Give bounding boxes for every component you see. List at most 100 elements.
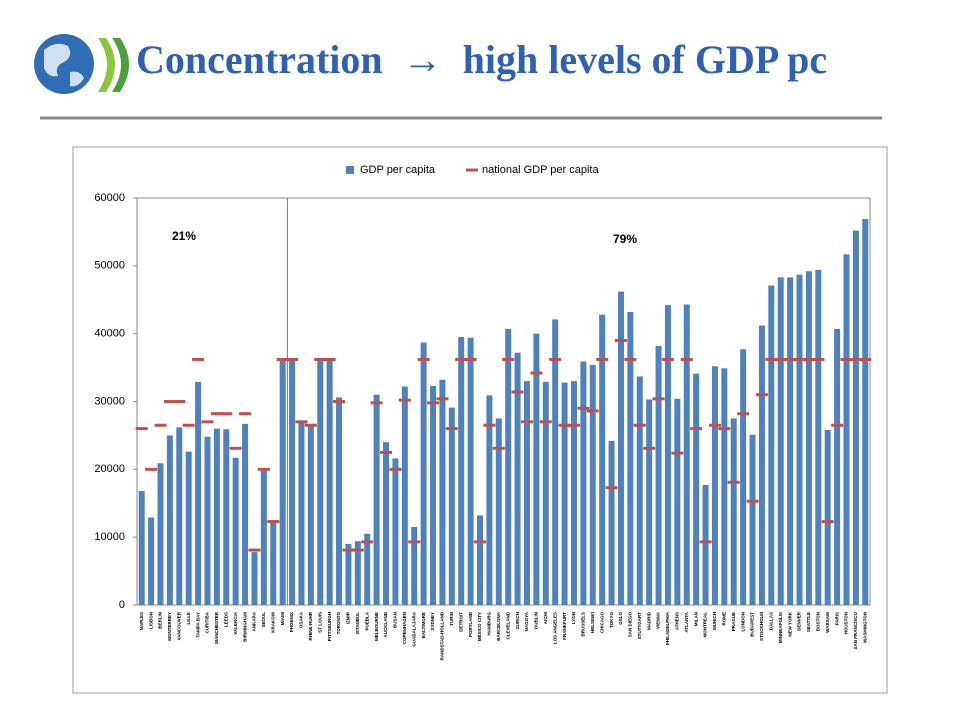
- bar: [439, 379, 446, 605]
- bar: [533, 333, 540, 605]
- bar: [599, 314, 606, 605]
- bar: [711, 366, 718, 605]
- x-tick-label: LYON: [571, 612, 576, 624]
- bar: [364, 533, 371, 605]
- x-tick-label: STOCKHOLM: [759, 612, 764, 641]
- x-tick-label: SAN FRANCISCO: [853, 612, 858, 650]
- x-tick-label: BIRMINGHAM: [242, 612, 247, 642]
- x-tick-label: ZURICH: [515, 612, 520, 629]
- x-tick-label: TURIN: [449, 612, 454, 626]
- x-tick-label: DALLAS: [769, 612, 774, 630]
- logo: [34, 34, 129, 94]
- annotation: 21%: [172, 229, 196, 243]
- x-tick-label: SEATTLE: [806, 612, 811, 632]
- bar: [176, 427, 183, 605]
- bar: [260, 468, 267, 605]
- bar: [157, 463, 164, 605]
- x-tick-label: BUSAN: [393, 612, 398, 628]
- bar: [317, 358, 324, 605]
- bar: [552, 319, 559, 605]
- bar: [298, 421, 305, 605]
- x-tick-label: LILLE: [186, 612, 191, 625]
- bar: [674, 398, 681, 605]
- x-tick-label: VALENCIA: [233, 611, 238, 634]
- x-tick-label: TAMPA BAY: [195, 612, 200, 638]
- x-tick-label: KRAKOW: [270, 611, 275, 632]
- x-tick-label: CHICAGO: [599, 612, 604, 634]
- legend-label: GDP per capita: [360, 164, 436, 176]
- bar: [523, 381, 530, 605]
- bar: [148, 517, 155, 605]
- x-tick-label: GUADALAJARA: [411, 611, 416, 647]
- bar: [251, 552, 258, 605]
- x-tick-label: SEOUL: [261, 612, 266, 628]
- bar: [796, 274, 803, 605]
- bar: [223, 429, 230, 605]
- x-tick-label: VIENNA: [656, 611, 661, 629]
- x-tick-label: NAPLES: [139, 612, 144, 630]
- x-tick-label: BERLIN: [158, 612, 163, 629]
- bar: [279, 360, 286, 605]
- bar: [542, 381, 549, 605]
- bar: [326, 358, 333, 605]
- x-tick-label: ATLANTA: [684, 611, 689, 632]
- bar: [392, 458, 399, 605]
- y-tick-label: 50000: [94, 260, 125, 272]
- x-tick-label: MADRID: [646, 611, 651, 630]
- bar: [213, 428, 220, 605]
- x-tick-label: TOKYO: [609, 612, 614, 628]
- bar: [664, 305, 671, 605]
- bar: [270, 522, 277, 605]
- bar: [636, 376, 643, 605]
- bar: [721, 368, 728, 605]
- bar: [289, 360, 296, 605]
- x-tick-label: DUBLIN: [534, 612, 539, 629]
- y-tick-label: 60000: [94, 192, 125, 204]
- x-tick-label: RHINE-RUHR: [308, 611, 313, 640]
- x-tick-label: MONTREAL: [703, 612, 708, 638]
- slide-title: Concentration → high levels of GDP pc: [136, 37, 827, 82]
- bar: [373, 394, 380, 605]
- bar: [185, 451, 192, 605]
- x-tick-label: LONDON: [740, 612, 745, 632]
- x-tick-label: DENVER: [797, 611, 802, 631]
- bar: [777, 277, 784, 605]
- bar: [852, 230, 859, 605]
- bar: [683, 304, 690, 605]
- bar: [561, 382, 568, 605]
- bar: [787, 277, 794, 605]
- x-tick-label: PUEBLA: [364, 611, 369, 630]
- y-tick-label: 10000: [94, 531, 125, 543]
- bar: [702, 484, 709, 605]
- x-tick-label: ISTANBUL: [355, 612, 360, 635]
- bar: [242, 423, 249, 605]
- x-tick-label: PARIS: [834, 612, 839, 625]
- legend-label: national GDP per capita: [482, 164, 599, 176]
- x-tick-label: LISBON: [148, 612, 153, 629]
- x-tick-label: BALTIMORE: [421, 612, 426, 638]
- bar: [448, 407, 455, 605]
- bar: [138, 491, 145, 605]
- bar: [768, 285, 775, 605]
- x-tick-label: PITTSBURGH: [327, 612, 332, 641]
- x-tick-label: CURITIBA: [205, 611, 210, 633]
- y-tick-label: 30000: [94, 395, 125, 407]
- y-tick-label: 0: [119, 599, 125, 611]
- bar: [495, 418, 502, 605]
- x-tick-label: MONTERREY: [167, 612, 172, 641]
- bar: [843, 254, 850, 605]
- x-tick-label: SYDNEY: [430, 612, 435, 631]
- bar: [740, 349, 747, 605]
- x-tick-label: NAGOYA: [524, 611, 529, 631]
- annotation: 79%: [613, 232, 637, 246]
- x-tick-label: MILAN: [693, 612, 698, 626]
- x-tick-label: BRUSSELS: [581, 612, 586, 637]
- x-tick-label: HOUSTON: [844, 612, 849, 634]
- x-tick-label: ST LOUIS: [317, 612, 322, 633]
- x-tick-label: DETROIT: [458, 612, 463, 632]
- x-tick-label: AICHI: [543, 612, 548, 624]
- bar: [458, 337, 465, 605]
- x-tick-label: PORTLAND: [468, 611, 473, 637]
- bar: [570, 381, 577, 605]
